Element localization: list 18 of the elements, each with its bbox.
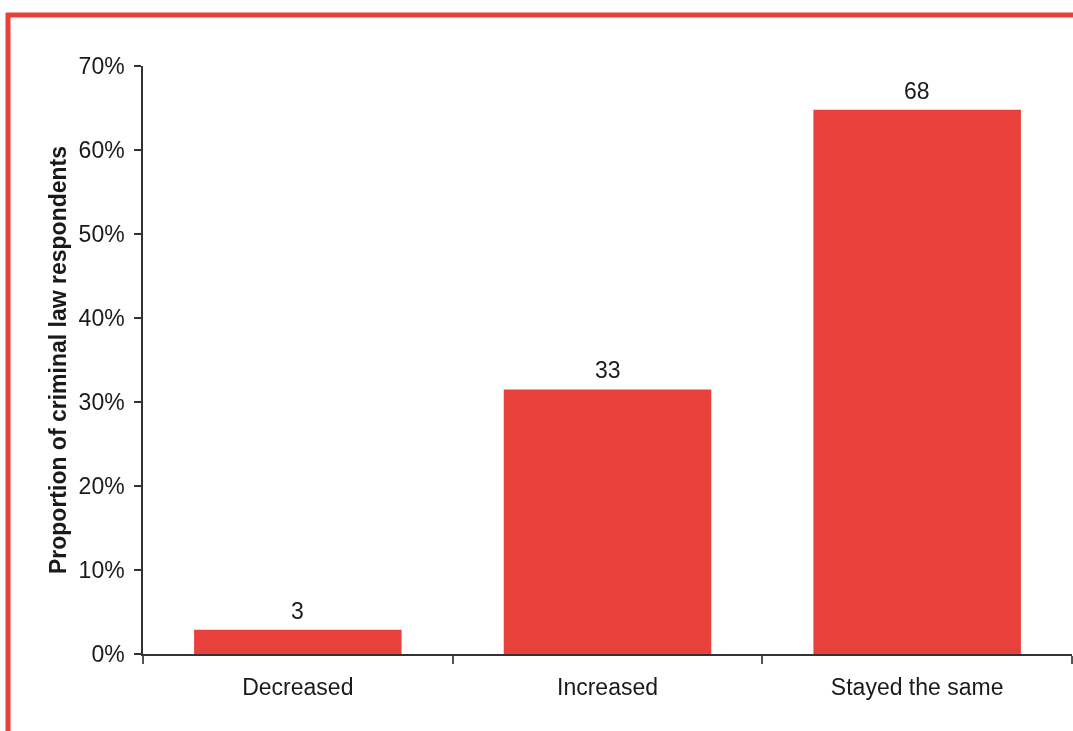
- annotation: 3: [291, 598, 304, 624]
- y-tick-label: 20%: [78, 473, 125, 500]
- y-tick-label: 60%: [78, 137, 125, 164]
- y-tick-label: 0%: [91, 641, 125, 668]
- y-tick-label: 50%: [78, 221, 125, 248]
- bar: [813, 109, 1021, 654]
- y-tick-label: 30%: [78, 389, 125, 416]
- x-tick-label: Decreased: [242, 674, 354, 701]
- y-axis-title: Proportion of criminal law respondents: [44, 145, 71, 575]
- annotation: 68: [904, 78, 930, 104]
- bar: [194, 629, 402, 654]
- annotation: 33: [595, 357, 621, 383]
- y-tick-label: 10%: [78, 557, 125, 584]
- x-tick-label: Stayed the same: [830, 674, 1004, 701]
- y-tick-label: 70%: [78, 53, 125, 80]
- bar: [503, 389, 712, 654]
- x-tick-label: Increased: [556, 674, 659, 701]
- y-tick-label: 40%: [78, 305, 125, 332]
